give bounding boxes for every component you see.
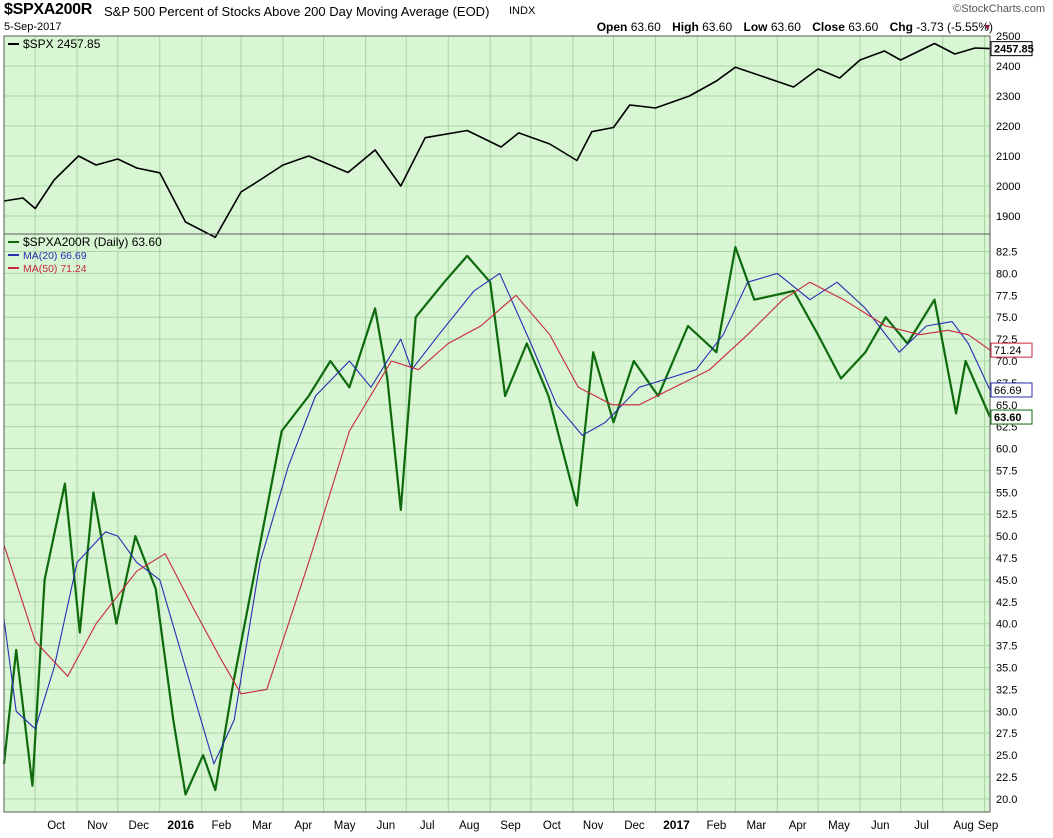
ma20-last-value-tag-box [990,382,1033,398]
ma20-last-value-tag: 66.69 [994,385,1022,397]
legend-entry: $SPXA200R (Daily) 63.60 [23,235,162,249]
y-tick-label: 80.0 [996,268,1017,280]
close-label: Close [812,20,845,34]
x-tick-label: Feb [706,820,726,832]
y-tick-label: 35.0 [996,663,1017,675]
series-line-ma-20 [3,272,991,765]
y-tick-label: 77.5 [996,290,1017,302]
spx-last-value-tag: 2457.85 [994,44,1034,56]
x-tick-label: Apr [789,820,807,832]
x-tick-label: Apr [294,820,312,832]
y-tick-label: 62.5 [996,422,1017,434]
x-tick-label: Nov [583,820,604,832]
x-tick-label: Jun [871,820,890,832]
chg-value: -3.73 (-5.55%) [916,20,993,34]
x-tick-label: Oct [47,820,66,832]
ma50-last-value-tag: 71.24 [994,345,1022,357]
y-tick-label: 22.5 [996,772,1017,784]
legend-entry: $SPX 2457.85 [23,37,101,51]
series-line-spx [3,42,991,239]
breadth-last-value-tag: 63.60 [994,412,1022,424]
low-label: Low [743,20,768,34]
y-tick-label: 60.0 [996,444,1017,456]
close-value: 63.60 [848,20,879,34]
y-tick-label: 25.0 [996,750,1017,762]
series-line-spxa200r-daily [2,246,992,796]
y-tick-label: 82.5 [996,247,1017,259]
x-tick-label: Aug [459,820,479,832]
open-label: Open [596,20,628,34]
y-tick-label: 70.0 [996,356,1017,368]
x-tick-label: Mar [252,820,272,832]
x-tick-label: Jun [377,820,396,832]
exchange-label: INDX [509,5,536,17]
open-value: 63.60 [630,20,661,34]
x-tick-label: 2017 [663,818,690,832]
y-tick-label: 32.5 [996,684,1017,696]
breadth-panel-bg [4,234,990,812]
down-arrow-icon: ▼ [983,22,992,32]
x-tick-label: Dec [129,820,150,832]
y-tick-label: 75.0 [996,312,1017,324]
legend-entry: MA(20) 66.69 [23,250,87,262]
x-tick-label: Oct [543,820,562,832]
y-tick-label: 27.5 [996,728,1017,740]
x-tick-label: Feb [211,820,231,832]
breadth-last-value-tag-box [990,409,1033,425]
x-tick-label: May [334,820,356,832]
ohlc-readout: Open 63.60 High 63.60 Low 63.60 Close 63… [589,20,993,34]
ma50-last-value-tag-box [990,342,1033,358]
y-tick-label: 20.0 [996,794,1017,806]
low-value: 63.60 [770,20,801,34]
y-tick-label: 2400 [996,61,1020,73]
series-line-ma-50 [3,281,991,695]
y-tick-label: 2300 [996,91,1020,103]
brand-logo: ©StockCharts.com [953,3,1045,15]
panel-border [3,233,991,813]
chg-label: Chg [889,20,913,34]
x-tick-label: Sep [500,820,520,832]
price-panel-bg [4,36,990,234]
y-tick-label: 1900 [996,211,1020,223]
chart-symbol: $SPXA200R [4,1,93,18]
x-tick-label: Dec [624,820,645,832]
y-tick-label: 2200 [996,121,1020,133]
legend-entry: MA(50) 71.24 [23,263,87,275]
x-tick-label: Aug [953,820,973,832]
x-tick-label: Nov [87,820,108,832]
x-tick-label: Jul [420,820,435,832]
high-label: High [672,20,699,34]
high-value: 63.60 [702,20,733,34]
y-tick-label: 55.0 [996,487,1017,499]
y-tick-label: 40.0 [996,619,1017,631]
y-tick-label: 57.5 [996,465,1017,477]
x-tick-label: 2016 [167,818,194,832]
y-tick-label: 2000 [996,181,1020,193]
y-tick-label: 30.0 [996,706,1017,718]
x-tick-label: Jul [914,820,929,832]
spx-last-value-tag-box [990,41,1033,57]
y-tick-label: 47.5 [996,553,1017,565]
chart-date: 5-Sep-2017 [4,21,62,33]
y-tick-label: 37.5 [996,641,1017,653]
y-tick-label: 45.0 [996,575,1017,587]
y-tick-label: 65.0 [996,400,1017,412]
y-tick-label: 2500 [996,31,1020,43]
y-tick-label: 2100 [996,151,1020,163]
y-tick-label: 42.5 [996,597,1017,609]
x-tick-label: May [828,820,850,832]
y-tick-label: 50.0 [996,531,1017,543]
x-tick-label: Mar [746,820,766,832]
y-tick-label: 52.5 [996,509,1017,521]
chart-title: S&P 500 Percent of Stocks Above 200 Day … [104,4,490,19]
chart-header: $SPXA200R S&P 500 Percent of Stocks Abov… [0,0,1053,36]
x-tick-label: Sep [978,820,998,832]
